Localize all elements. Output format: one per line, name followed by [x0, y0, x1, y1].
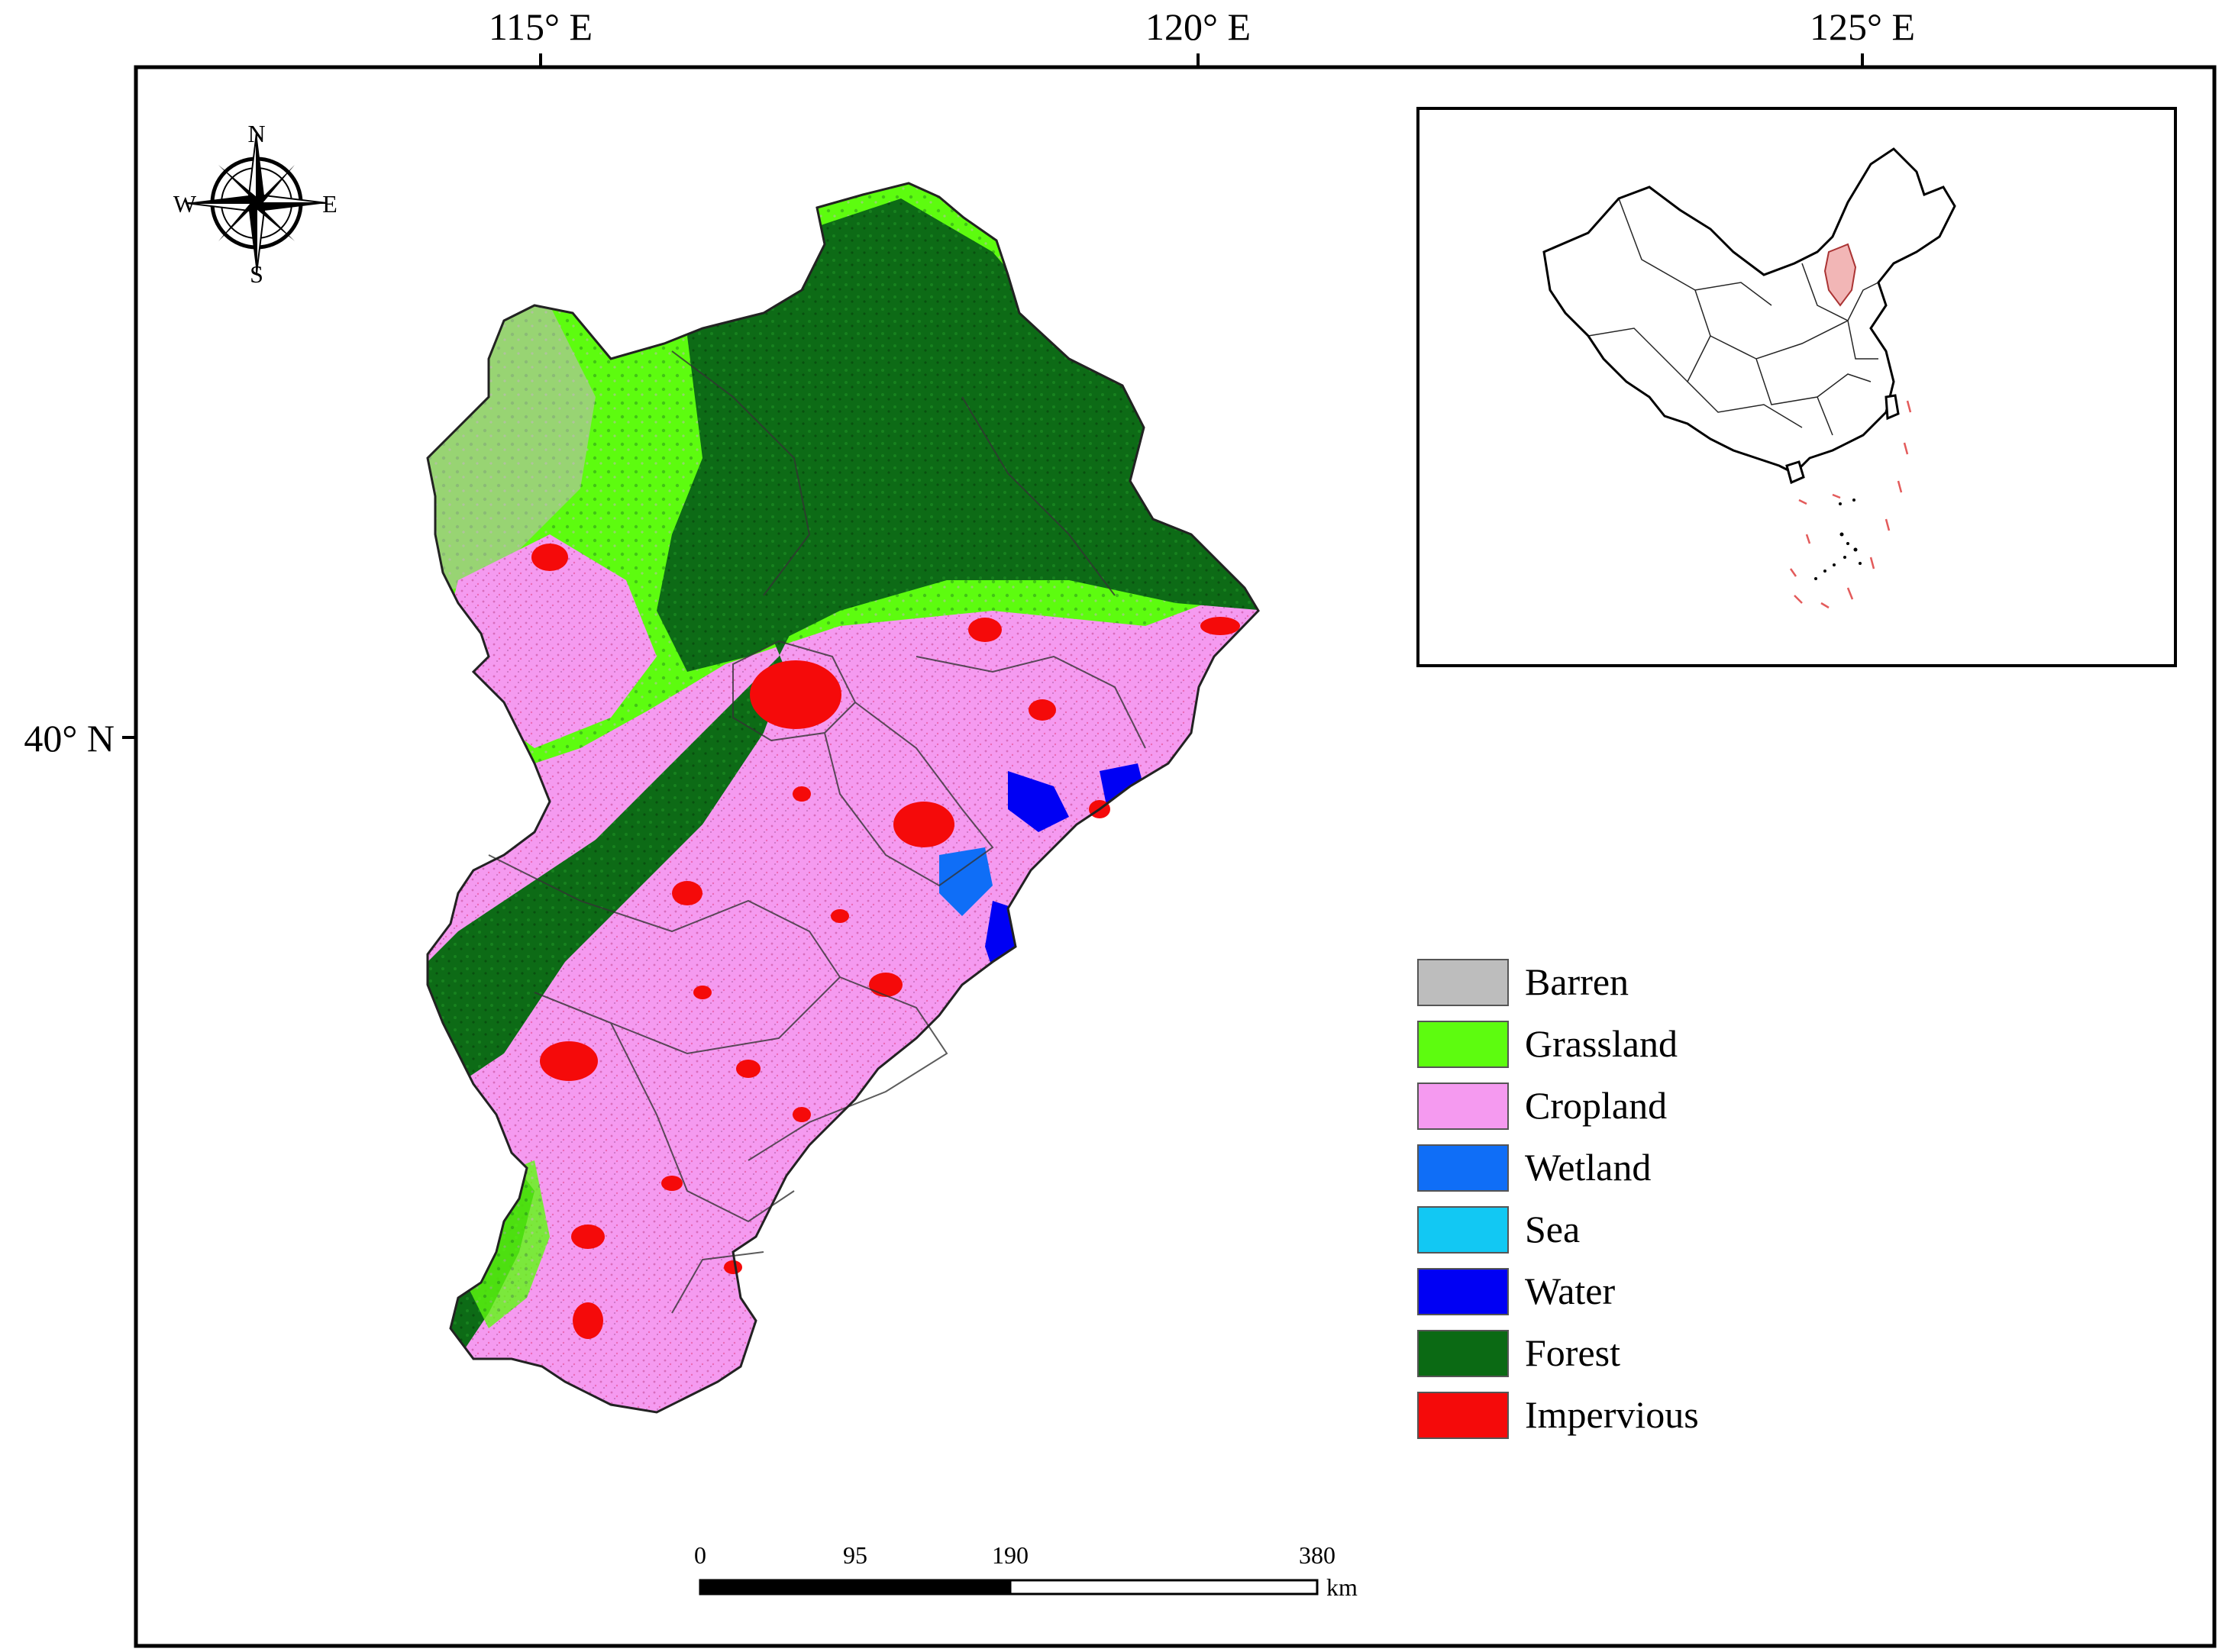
legend-label: Forest — [1525, 1331, 1620, 1374]
legend-label: Barren — [1525, 960, 1629, 1003]
north-label: N — [247, 120, 265, 147]
south-sea-islands — [1814, 499, 1862, 580]
legend-item-wetland: Wetland — [1417, 1144, 1651, 1192]
lon-label-125: 125° E — [1810, 5, 1915, 48]
legend-item-grassland: Grassland — [1417, 1021, 1678, 1068]
lat-label-40: 40° N — [24, 717, 115, 760]
legend-label: Grassland — [1525, 1022, 1678, 1065]
legend-label: Sea — [1525, 1208, 1580, 1250]
south-label: S — [250, 260, 263, 288]
china-outline — [1542, 147, 1956, 485]
west-label: W — [173, 190, 197, 218]
south-sea-dashes — [1789, 400, 1912, 609]
scale-tick-0: 0 — [694, 1541, 706, 1569]
inset-map — [1416, 107, 2177, 667]
legend-item-sea: Sea — [1417, 1206, 1580, 1254]
lon-label-115: 115° E — [489, 5, 593, 48]
legend-label: Cropland — [1525, 1084, 1667, 1127]
legend-item-impervious: Impervious — [1417, 1392, 1699, 1439]
legend-label: Impervious — [1525, 1393, 1699, 1436]
legend-item-water: Water — [1417, 1268, 1615, 1315]
legend-item-cropland: Cropland — [1417, 1083, 1667, 1130]
study-area-highlight — [1823, 243, 1857, 307]
graticule-ticks — [122, 53, 1864, 739]
east-label: E — [322, 190, 337, 218]
north-arrow-icon — [186, 132, 328, 274]
legend: Barren Grassland Cropland Wetland Sea Wa… — [1417, 959, 1699, 1439]
scale-tick-95: 95 — [843, 1541, 867, 1569]
legend-item-barren: Barren — [1417, 959, 1629, 1006]
scale-bar: 0 95 190 380 km — [694, 1541, 1358, 1601]
legend-item-forest: Forest — [1417, 1330, 1620, 1377]
legend-label: Water — [1525, 1270, 1615, 1312]
scale-tick-190: 190 — [992, 1541, 1029, 1569]
province-lines — [1587, 198, 1879, 436]
legend-label: Wetland — [1525, 1146, 1651, 1189]
lon-label-120: 120° E — [1145, 5, 1251, 48]
scale-unit: km — [1326, 1573, 1358, 1601]
scale-tick-380: 380 — [1299, 1541, 1335, 1569]
